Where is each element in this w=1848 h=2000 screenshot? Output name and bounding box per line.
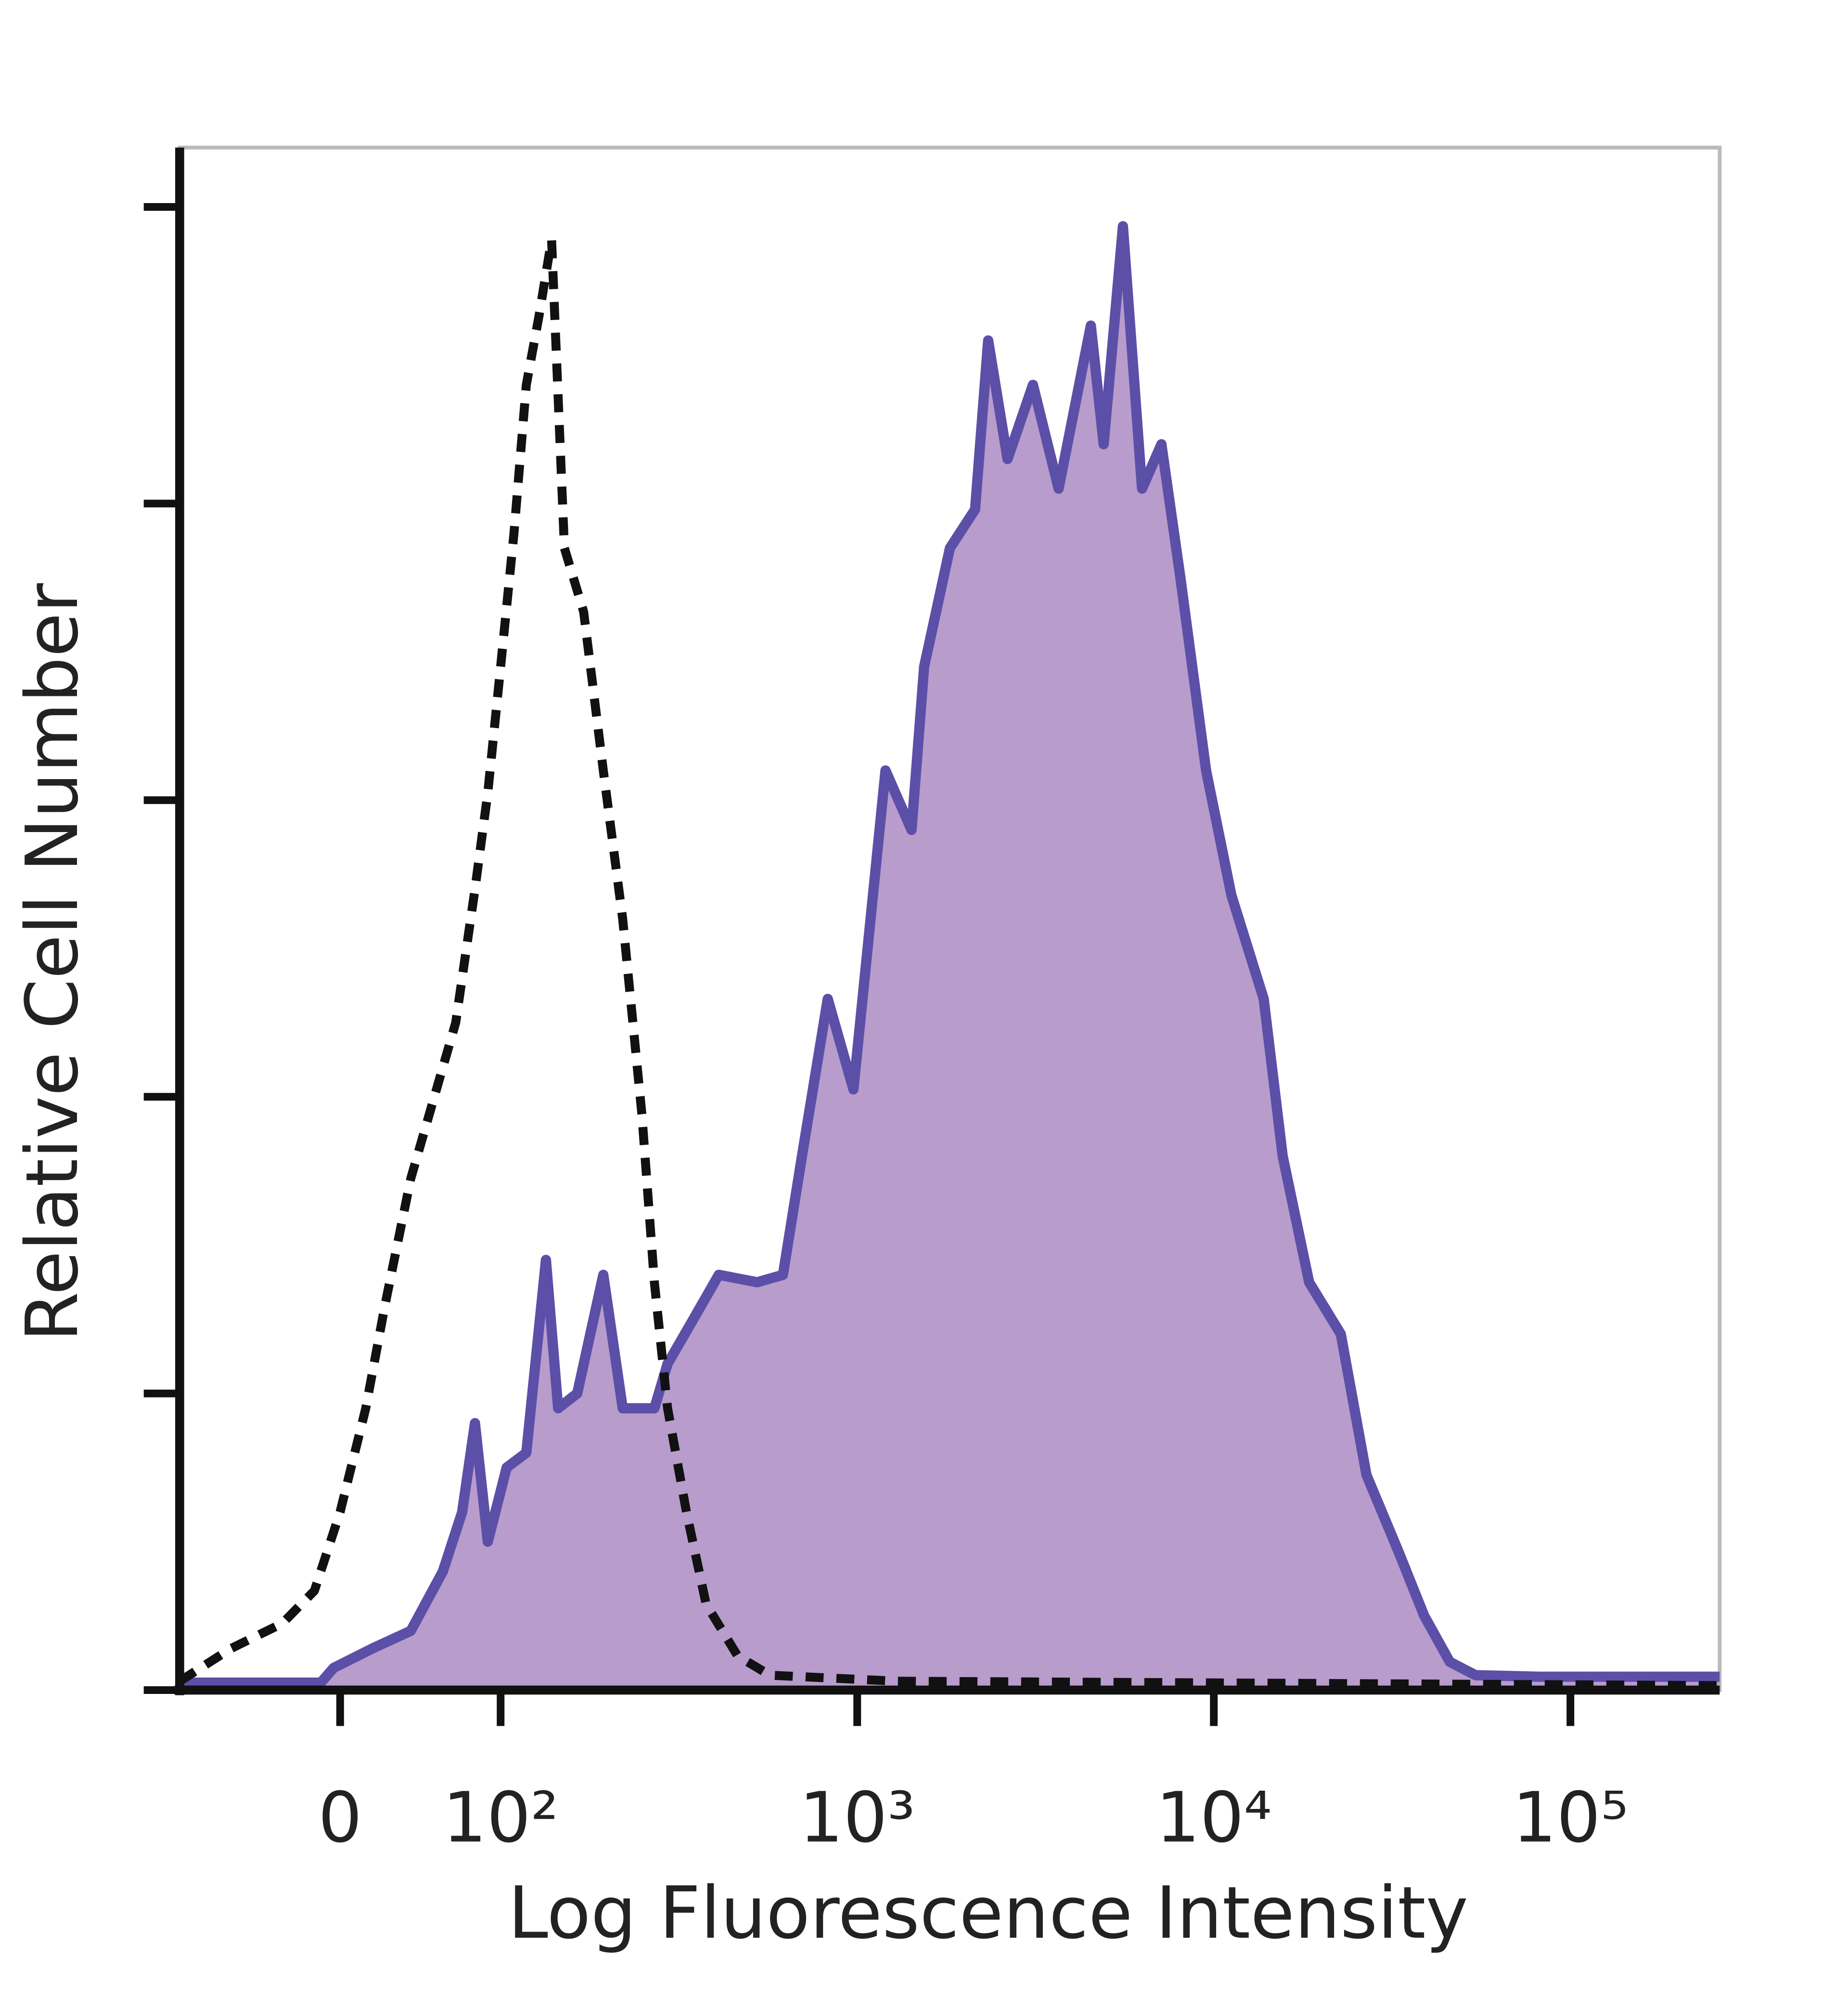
histogram-line xyxy=(177,235,1720,1690)
x-tick-label: 10⁴ xyxy=(1156,1777,1272,1858)
histogram-line xyxy=(180,221,1720,1688)
x-axis-label: Log Fluorescence Intensity xyxy=(508,1872,1468,1955)
histogram-area xyxy=(180,226,1720,1691)
y-axis-label: Relative Cell Number xyxy=(11,583,94,1342)
x-tick-label: 10⁵ xyxy=(1513,1777,1629,1858)
x-tick-label: 0 xyxy=(318,1777,362,1858)
x-tick-label: 10² xyxy=(443,1777,559,1858)
x-tick-label: 10³ xyxy=(799,1777,915,1858)
